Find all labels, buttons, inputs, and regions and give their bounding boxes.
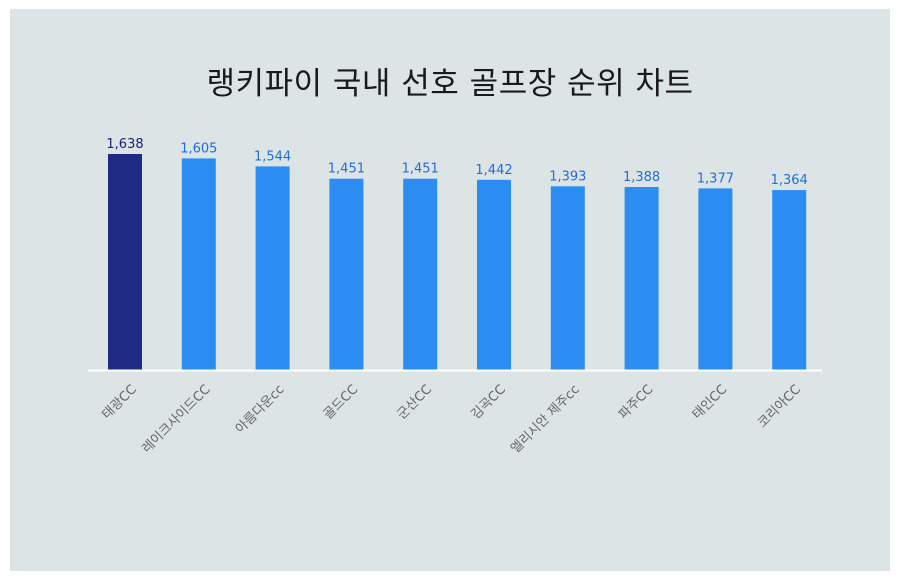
x-tick-label: 김곡CC xyxy=(468,382,508,422)
bar xyxy=(772,190,807,370)
bar xyxy=(255,166,290,370)
bar-value-label: 1,442 xyxy=(475,163,512,178)
bar xyxy=(329,178,364,370)
bar-value-label: 1,388 xyxy=(623,170,660,185)
bar xyxy=(698,188,733,370)
x-tick-label: 레이크사이드CC xyxy=(139,382,213,456)
bar-value-label: 1,393 xyxy=(549,169,586,184)
bar-value-label: 1,638 xyxy=(106,137,143,152)
bar-value-label: 1,451 xyxy=(402,162,439,177)
x-tick-label: 태인CC xyxy=(690,382,730,422)
bar xyxy=(624,187,659,370)
x-tick-label: 골드CC xyxy=(321,382,361,422)
x-tick-label: 군산CC xyxy=(395,382,435,422)
bar xyxy=(403,178,438,370)
x-tick-label: 코리아CC xyxy=(755,382,804,431)
bar-value-label: 1,364 xyxy=(771,173,808,188)
chart-title: 랭키파이 국내 선호 골프장 순위 차트 xyxy=(206,66,694,102)
bar xyxy=(550,186,585,370)
bar-value-label: 1,451 xyxy=(328,162,365,177)
bar xyxy=(477,179,511,370)
x-tick-label: 파주CC xyxy=(616,382,656,422)
chart-panel xyxy=(10,9,890,571)
bar-value-label: 1,544 xyxy=(254,149,291,164)
x-tick-label: 엘리시안 제주cc xyxy=(508,382,582,456)
bar-value-label: 1,377 xyxy=(697,171,734,186)
bar xyxy=(181,158,216,370)
x-tick-label: 아름다운cc xyxy=(233,382,288,437)
bar-value-label: 1,605 xyxy=(180,141,217,156)
bar xyxy=(108,154,142,370)
x-tick-label: 태광CC xyxy=(99,382,139,422)
